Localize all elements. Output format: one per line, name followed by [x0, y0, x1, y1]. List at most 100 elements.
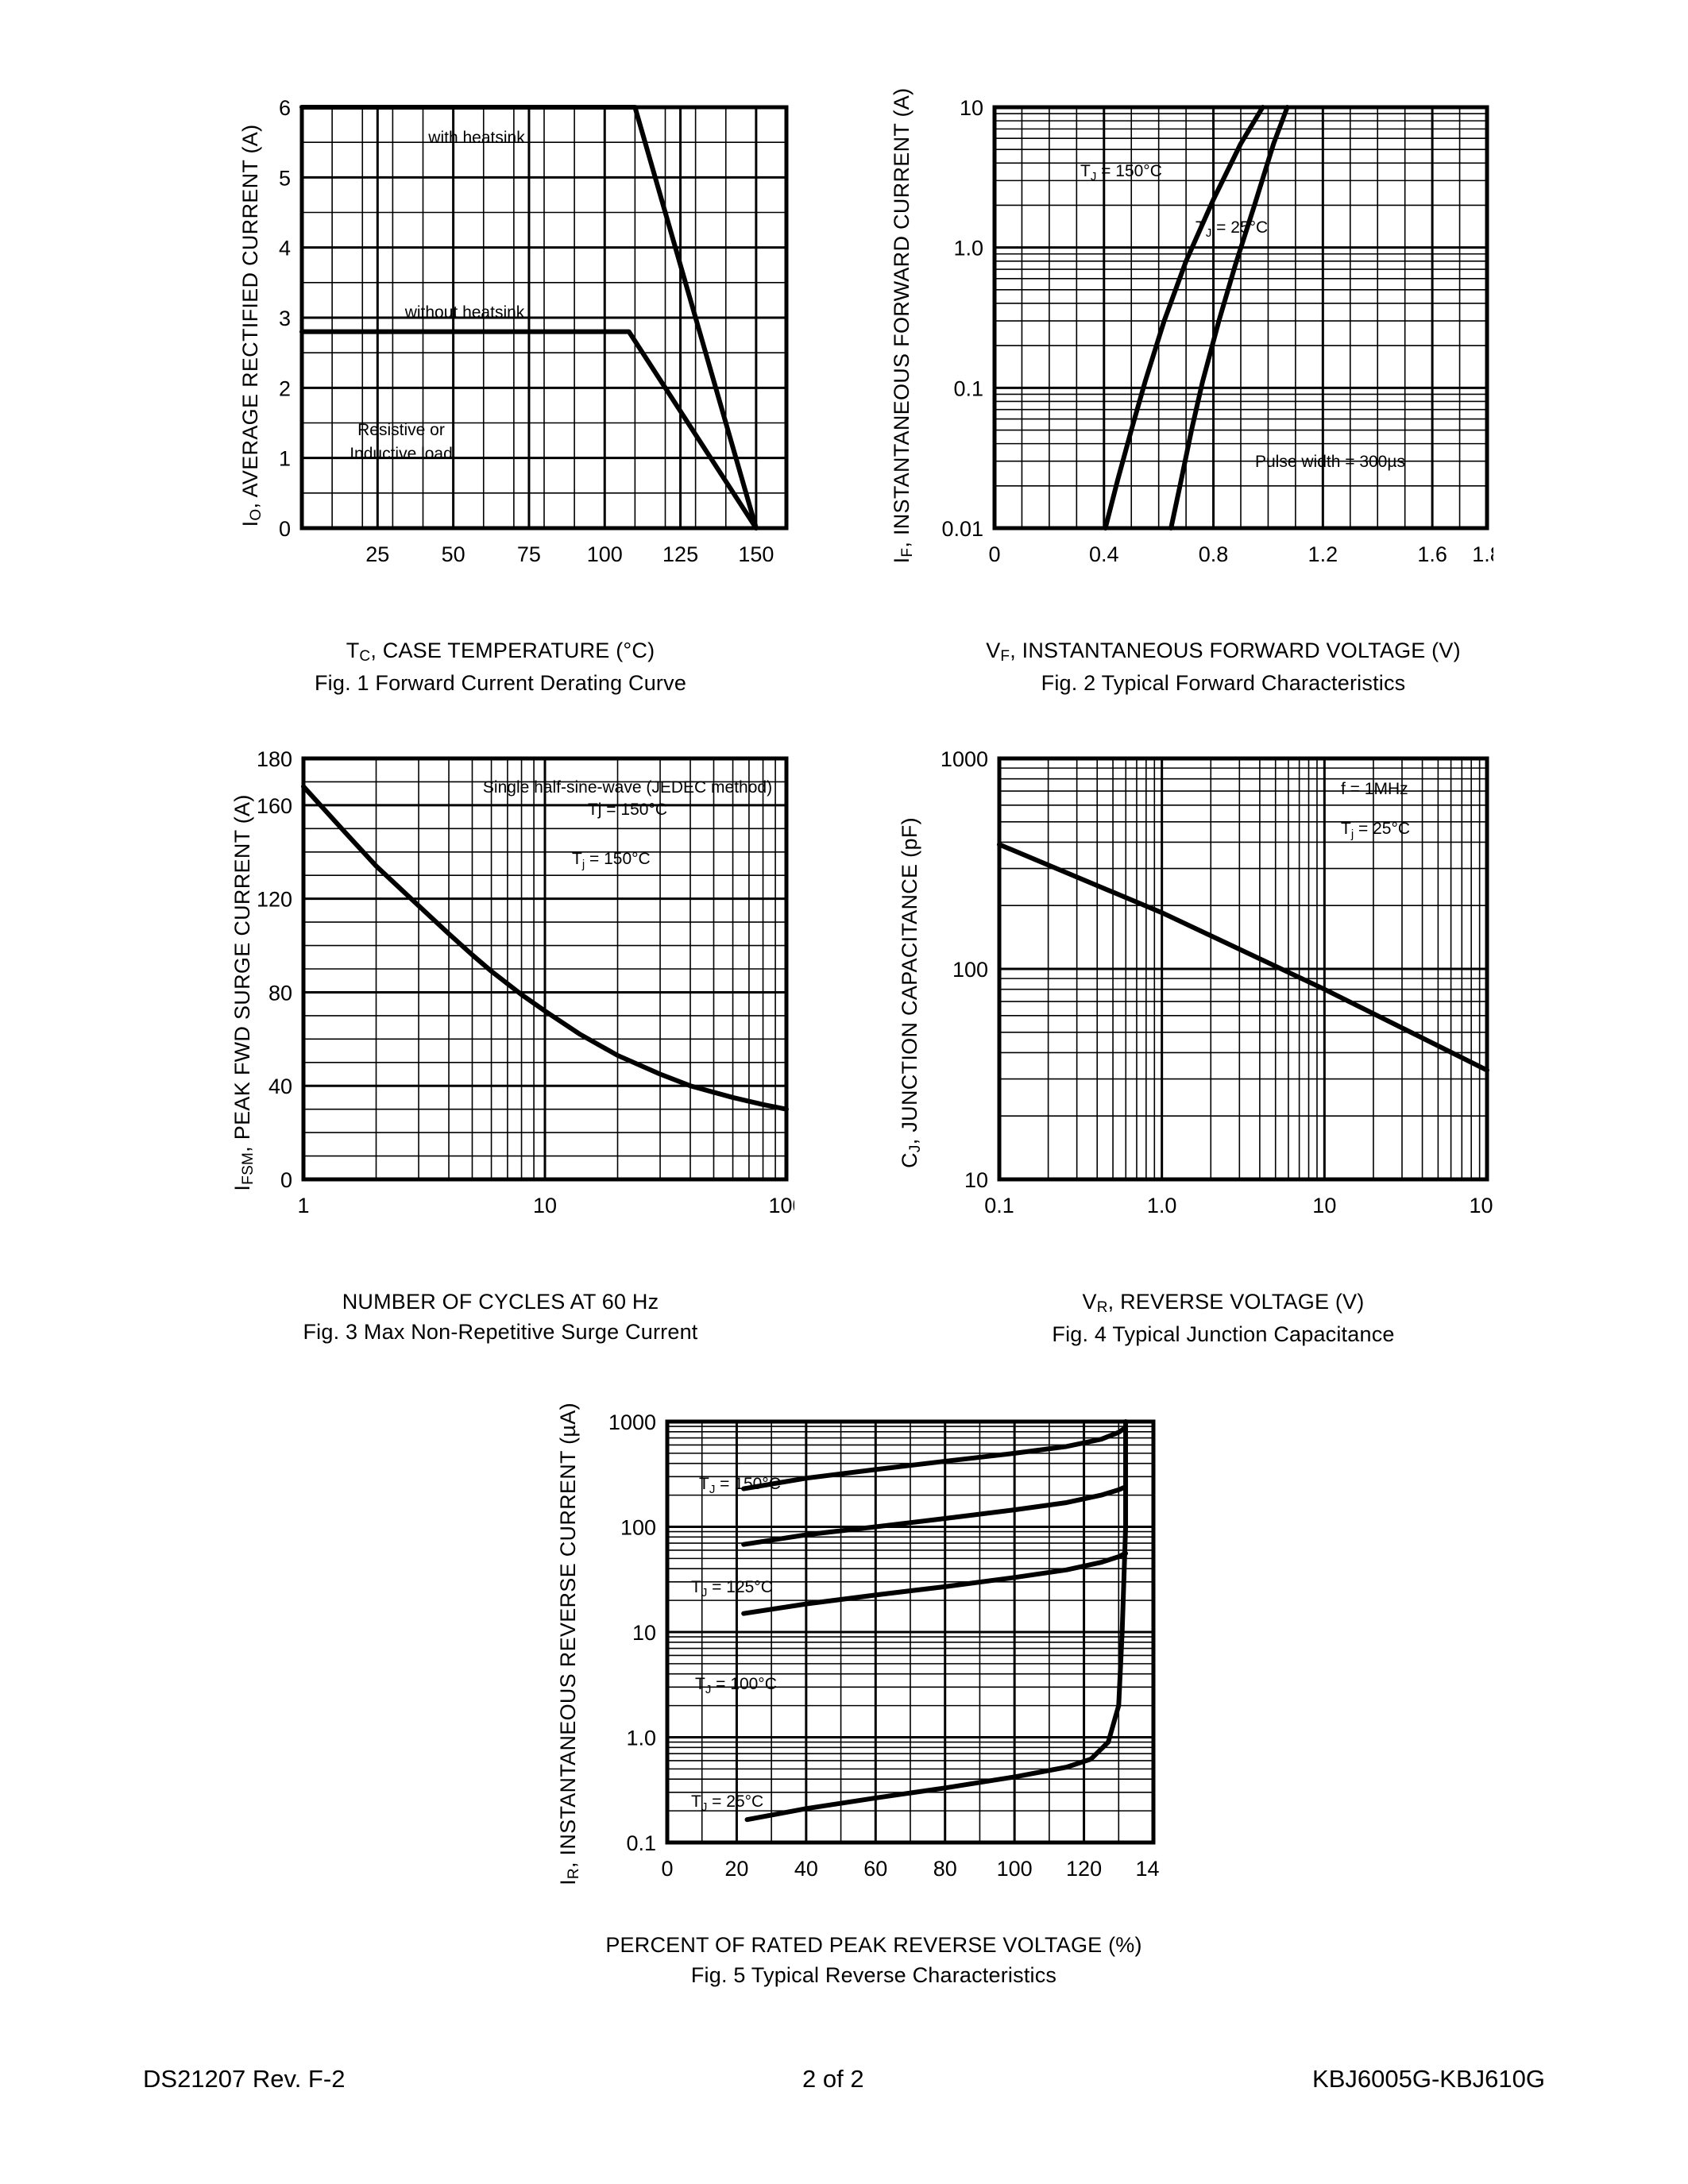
data-series-group — [301, 784, 789, 1112]
fig5-y-axis-label: IR, INSTANTANEOUS REVERSE CURRENT (µA) — [556, 1382, 583, 1906]
x-tick-label: 120 — [1066, 1857, 1102, 1881]
x-tick-label: 150 — [738, 542, 774, 566]
x-tick-label: 50 — [442, 542, 465, 566]
x-tick-label: 80 — [933, 1857, 957, 1881]
footer-page-number: 2 of 2 — [802, 2065, 864, 2093]
series-tj-150-c — [1103, 105, 1265, 531]
y-tick-label: 120 — [257, 888, 292, 912]
page-footer: DS21207 Rev. F-2 2 of 2 KBJ6005G-KBJ610G — [0, 2065, 1688, 2113]
y-tick-label: 1.0 — [626, 1727, 656, 1750]
fig4-xlabel-subscript: R — [1096, 1299, 1108, 1316]
plot-frame — [992, 105, 1489, 531]
y-tick-label: 40 — [268, 1075, 292, 1098]
y-tick-label: 0 — [280, 1168, 292, 1192]
y-tick-label: 100 — [620, 1516, 656, 1540]
x-tick-label: 0.4 — [1089, 542, 1119, 566]
footer-doc-id: DS21207 Rev. F-2 — [143, 2065, 346, 2093]
plot-area: 0 0.4 0.8 1.2 1.6 1.8 0.01 0.1 1.0 10 TJ = 150°C TJ… — [941, 96, 1493, 566]
x-tick-label: 100 — [587, 542, 623, 566]
annotation-load-line1: Resistive or — [357, 421, 445, 439]
fig4-xlabel-text: , REVERSE VOLTAGE (V) — [1107, 1290, 1365, 1314]
x-tick-label: 1.2 — [1308, 542, 1338, 566]
annotation-tj-150c: TJ = 150°C — [699, 1475, 781, 1496]
x-tick-label: 140 — [1135, 1857, 1160, 1881]
fig1-xlabel-subscript: C — [359, 648, 371, 665]
fig5-xaxis-title: PERCENT OF RATED PEAK REVERSE VOLTAGE (%… — [605, 1933, 1142, 1957]
fig2-ylabel-subscript: F — [899, 547, 916, 558]
fig4-ylabel-subscript: J — [907, 1144, 924, 1153]
x-tick-label: 60 — [863, 1857, 887, 1881]
fig2-ylabel-symbol: I — [890, 557, 914, 564]
y-tick-label: 10 — [964, 1168, 988, 1192]
series-without-heatsink — [299, 329, 759, 531]
x-tick-label: 1.6 — [1417, 542, 1447, 566]
x-tick-label: 100 — [1469, 1194, 1493, 1217]
annotation-jedec-method: Tj = 150°C — [588, 801, 667, 819]
fig5-plot: 0 20 40 60 80 100 120 140 0.1 1.0 10 100 1000 TJ = 15… — [608, 1410, 1160, 1881]
annotation-frequency: f = 1MHz — [1341, 780, 1408, 798]
data-series-group — [299, 105, 759, 531]
x-tick-label: 1 — [297, 1194, 309, 1217]
plot-area: 25 50 75 100 125 150 0 1 2 3 4 5 6 with heatsink witho… — [279, 96, 789, 566]
fig5-ylabel-symbol: I — [556, 1879, 580, 1885]
figure-4-typical-junction-capacitance: 0.1 1.0 10 100 10 100 1000 f = 1MHz Tj = 25°C — [921, 731, 1493, 1255]
fig3-plot: 1 10 100 0 40 80 120 160 180 Single half-sine-wav… — [257, 747, 794, 1217]
x-tick-label: 0 — [988, 542, 1000, 566]
fig5-ylabel-subscript: R — [566, 1868, 582, 1880]
fig4-figure-title: Fig. 4 Typical Junction Capacitance — [1052, 1322, 1395, 1346]
plot-frame — [301, 756, 789, 1182]
fig3-y-axis-label: IFSM, PEAK FWD SURGE CURRENT (A) — [230, 739, 257, 1247]
y-tick-label: 3 — [279, 307, 291, 330]
annotation-tj-25c: TJ = 25°C — [1196, 218, 1268, 240]
fig4-y-axis-label: CJ, JUNCTION CAPACITANCE (pF) — [898, 739, 925, 1247]
fig1-ylabel-symbol: I — [238, 520, 262, 527]
series-ifsm — [301, 784, 789, 1112]
data-series-group — [741, 1419, 1129, 1823]
fig2-caption: VF, INSTANTANEOUS FORWARD VOLTAGE (V) Fi… — [882, 635, 1565, 698]
fig4-ylabel-text: , JUNCTION CAPACITANCE (pF) — [898, 817, 921, 1145]
fig1-xlabel-text: , CASE TEMPERATURE (°C) — [370, 639, 655, 662]
y-tick-label: 4 — [279, 237, 291, 260]
data-series-group — [997, 842, 1489, 1073]
y-tick-label: 2 — [279, 376, 291, 400]
fig1-xaxis-title: TC, CASE TEMPERATURE (°C) — [222, 635, 778, 668]
x-tick-label: 1.0 — [1147, 1194, 1177, 1217]
series-cj — [997, 842, 1489, 1073]
y-tick-label: 6 — [279, 96, 291, 120]
x-tick-label: 10 — [1312, 1194, 1336, 1217]
figure-3-max-non-repetitive-surge-current: 1 10 100 0 40 80 120 160 180 Single half-sine-wav… — [238, 731, 794, 1255]
annotation-tj-25c: Tj = 25°C — [1341, 820, 1410, 841]
fig2-plot: 0 0.4 0.8 1.2 1.6 1.8 0.01 0.1 1.0 10 TJ = 150°C TJ… — [941, 96, 1493, 566]
figure-2-typical-forward-characteristics: 0 0.4 0.8 1.2 1.6 1.8 0.01 0.1 1.0 10 TJ = 150°C TJ… — [921, 79, 1493, 604]
plot-area: 0 20 40 60 80 100 120 140 0.1 1.0 10 100 1000 TJ = 15… — [608, 1410, 1160, 1881]
x-tick-label: 0.1 — [984, 1194, 1014, 1217]
x-tick-label: 40 — [794, 1857, 818, 1881]
y-tick-label: 0.01 — [941, 517, 983, 541]
fig1-ylabel-subscript: O — [248, 508, 265, 521]
x-tick-label: 100 — [768, 1194, 794, 1217]
annotation-load-line2: Inductive load — [350, 445, 453, 463]
fig3-xaxis-title: NUMBER OF CYCLES AT 60 Hz — [342, 1290, 659, 1314]
x-tick-label: 1.8 — [1472, 542, 1493, 566]
plot-frame — [997, 756, 1489, 1182]
y-tick-label: 1000 — [941, 747, 988, 771]
x-tick-label: 0 — [661, 1857, 673, 1881]
fig1-plot: 25 50 75 100 125 150 0 1 2 3 4 5 6 with heatsink witho… — [279, 96, 789, 566]
x-tick-label: 25 — [365, 542, 389, 566]
y-tick-label: 180 — [257, 747, 292, 771]
fig3-ylabel-text: , PEAK FWD SURGE CURRENT (A) — [230, 794, 254, 1152]
fig4-caption: VR, REVERSE VOLTAGE (V) Fig. 4 Typical J… — [882, 1287, 1565, 1349]
fig4-plot: 0.1 1.0 10 100 10 100 1000 f = 1MHz Tj = 25°C — [941, 747, 1493, 1217]
annotation-tj-150c: Tj = 150°C — [572, 850, 651, 871]
fig3-figure-title: Fig. 3 Max Non-Repetitive Surge Current — [303, 1320, 698, 1345]
fig1-ylabel-text: , AVERAGE RECTIFIED CURRENT (A) — [238, 124, 262, 509]
annotation-without-heatsink: without heatsink — [404, 303, 525, 322]
fig2-xlabel-subscript: F — [1000, 648, 1010, 665]
annotation-tj-125c: TJ = 125°C — [691, 1578, 773, 1599]
annotation-tj-25c: TJ = 25°C — [691, 1792, 763, 1814]
y-tick-label: 0.1 — [626, 1831, 656, 1855]
x-tick-label: 0.8 — [1199, 542, 1229, 566]
x-tick-label: 100 — [997, 1857, 1033, 1881]
figure-1-forward-current-derating: 25 50 75 100 125 150 0 1 2 3 4 5 6 with heatsink witho… — [238, 79, 794, 604]
fig2-y-axis-label: IF, INSTANTANEOUS FORWARD CURRENT (A) — [890, 48, 917, 604]
